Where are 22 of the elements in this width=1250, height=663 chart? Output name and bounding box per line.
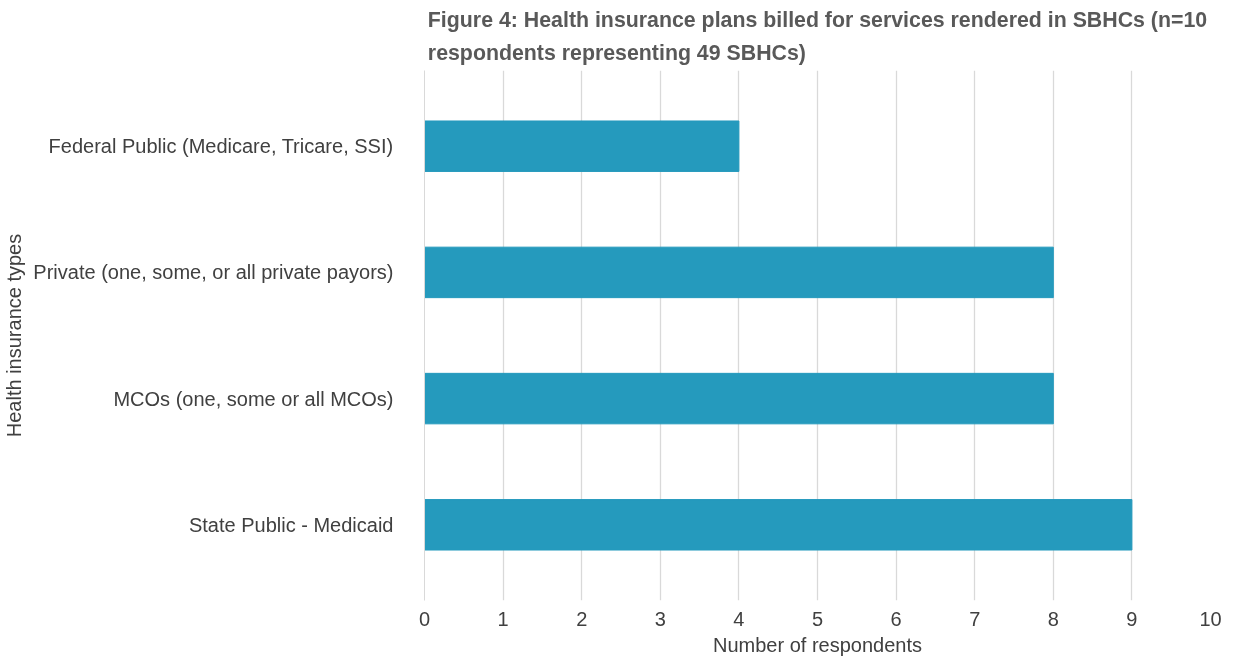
bar (424, 499, 1133, 551)
x-axis-title: Number of respondents (713, 633, 923, 656)
x-tick-label: 5 (811, 607, 824, 630)
y-tick-label: MCOs (one, some or all MCOs) (113, 387, 394, 410)
x-tick-label: 2 (576, 607, 588, 630)
x-tick-label: 1 (497, 607, 509, 630)
y-tick-label: Federal Public (Medicare, Tricare, SSI) (48, 135, 394, 158)
bar (424, 246, 1054, 299)
y-axis-title: Health insurance types (3, 233, 26, 438)
bar (424, 372, 1054, 425)
chart-title: Figure 4: Health insurance plans billed for services rendered in SBHCs (n=10 respondents representing 49 SBHCs) (427, 7, 1208, 66)
x-tick-label: 6 (890, 607, 902, 630)
x-tick-label: 7 (969, 607, 981, 630)
bar (424, 120, 740, 172)
x-tick-label: 0 (418, 607, 431, 630)
x-tick-label: 8 (1047, 607, 1059, 630)
y-tick-label: State Public - Medicaid (188, 513, 394, 536)
x-tick-label: 4 (733, 607, 745, 630)
x-tick-label: 9 (1126, 607, 1138, 630)
x-tick-label: 3 (654, 607, 666, 630)
y-tick-label: Private (one, some, or all private payors) (33, 261, 394, 284)
x-tick-label: 10 (1199, 607, 1222, 630)
